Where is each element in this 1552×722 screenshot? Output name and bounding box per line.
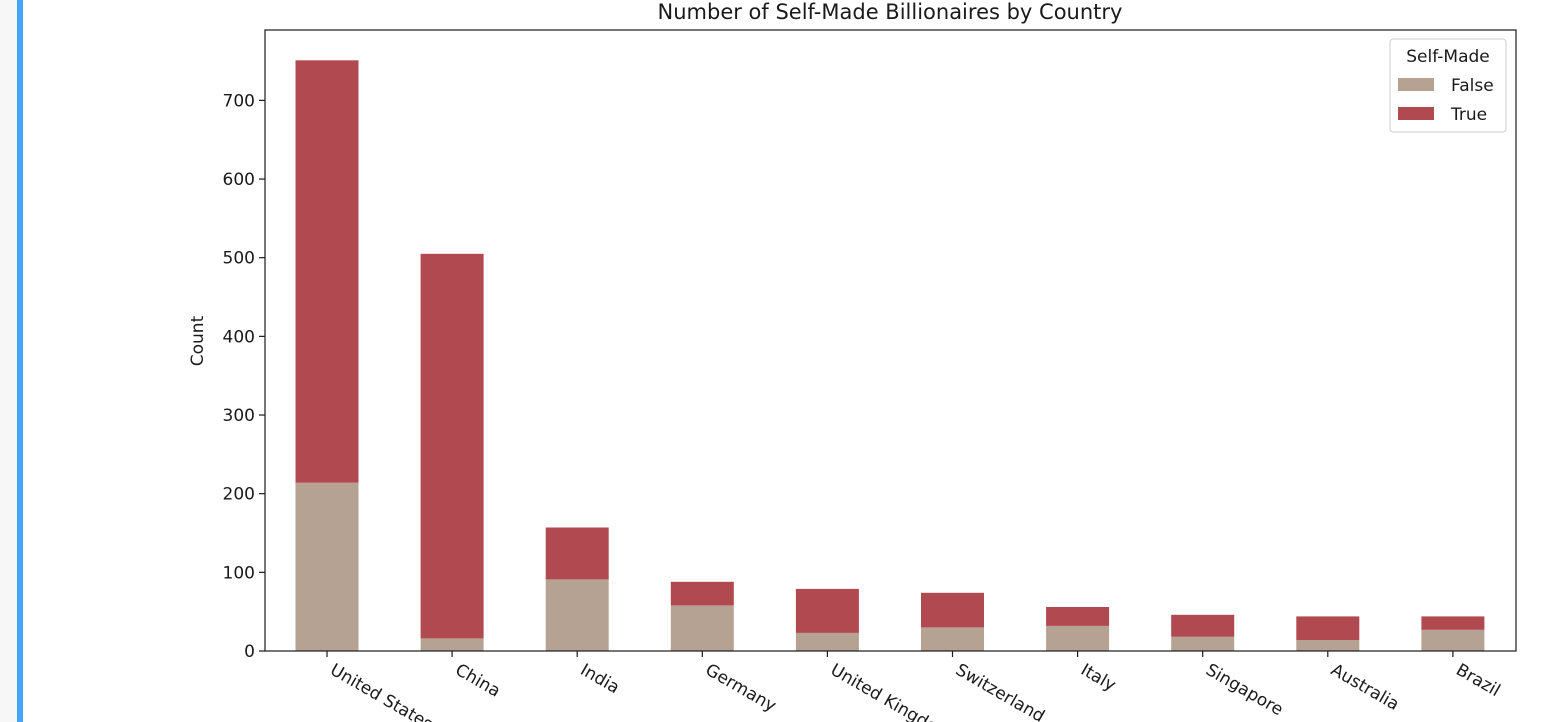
y-tick-label: 700 bbox=[223, 91, 255, 111]
x-tick-label: Italy bbox=[1077, 660, 1119, 696]
x-tick-label: United Kingdom bbox=[827, 660, 955, 722]
y-axis-label: Count bbox=[188, 315, 208, 366]
bar-false-singapore bbox=[1171, 636, 1235, 651]
y-tick-label: 300 bbox=[223, 406, 255, 426]
x-axis: United States China India Germany United Kin… bbox=[326, 651, 1503, 722]
x-tick-label: China bbox=[452, 660, 504, 702]
legend-label-true: True bbox=[1450, 105, 1487, 125]
bar-false-italy bbox=[1046, 625, 1110, 651]
bar-true-germany bbox=[670, 581, 734, 606]
x-tick-label: Switzerland bbox=[952, 660, 1048, 722]
x-tick-label: Brazil bbox=[1452, 660, 1503, 701]
legend-label-false: False bbox=[1451, 76, 1494, 96]
bar-true-singapore bbox=[1171, 614, 1235, 637]
cell-output-accent-bar bbox=[17, 0, 23, 722]
bar-false-switzerland bbox=[921, 627, 984, 651]
bar-true-brazil bbox=[1421, 616, 1485, 630]
y-tick-label: 400 bbox=[223, 327, 255, 347]
bar-false-brazil bbox=[1421, 629, 1485, 651]
y-tick-label: 100 bbox=[223, 563, 255, 583]
legend-title: Self-Made bbox=[1406, 47, 1490, 67]
x-tick-label: Germany bbox=[702, 660, 780, 716]
bar-true-switzerland bbox=[921, 592, 984, 628]
y-axis: 0 100 200 300 400 500 600 700 bbox=[223, 91, 265, 662]
plot-frame bbox=[264, 29, 1517, 652]
bar-false-united-states bbox=[295, 482, 359, 651]
bar-false-india bbox=[545, 579, 609, 651]
cell-output-panel bbox=[23, 0, 1552, 722]
legend: Self-Made False True bbox=[1389, 38, 1507, 133]
bar-true-china bbox=[420, 253, 484, 639]
bar-true-united-states bbox=[295, 60, 359, 483]
bar-false-australia bbox=[1296, 640, 1360, 651]
x-tick-label: Singapore bbox=[1202, 660, 1286, 720]
bar-true-australia bbox=[1296, 616, 1360, 640]
x-tick-label: United States bbox=[327, 660, 437, 722]
chart-title: Number of Self-Made Billionaires by Coun… bbox=[658, 0, 1123, 24]
y-tick-label: 0 bbox=[244, 642, 255, 662]
bars-layer bbox=[295, 60, 1485, 651]
bar-false-china bbox=[420, 638, 484, 651]
bar-true-india bbox=[545, 527, 609, 580]
y-tick-label: 200 bbox=[223, 485, 255, 505]
legend-swatch-true bbox=[1398, 107, 1434, 120]
y-tick-label: 500 bbox=[223, 249, 255, 269]
x-tick-label: Australia bbox=[1327, 660, 1402, 715]
legend-swatch-false bbox=[1398, 78, 1434, 91]
bar-false-germany bbox=[670, 605, 734, 651]
y-tick-label: 600 bbox=[223, 170, 255, 190]
bar-false-united-kingdom bbox=[795, 632, 859, 651]
x-tick-label: India bbox=[577, 660, 623, 698]
bar-true-united-kingdom bbox=[795, 588, 859, 633]
bar-true-italy bbox=[1046, 607, 1110, 626]
